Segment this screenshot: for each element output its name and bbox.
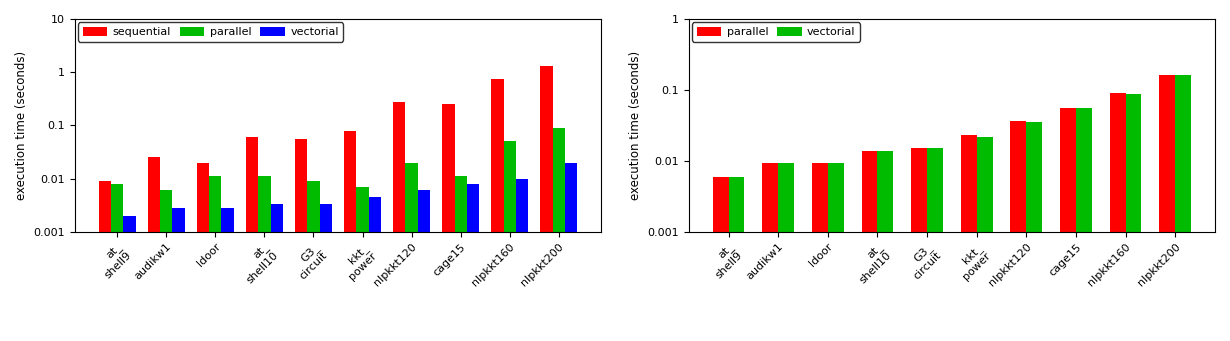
Bar [148,158,160,341]
Bar [1011,121,1026,341]
Bar [812,163,828,341]
Bar [861,150,877,341]
Bar [911,148,927,341]
Bar [540,66,552,341]
Bar [565,163,577,341]
Bar [111,184,123,341]
Y-axis label: execution time (seconds): execution time (seconds) [629,51,642,200]
Bar [552,128,565,341]
Bar [357,187,369,341]
Bar [344,131,357,341]
Bar [1160,75,1175,341]
Bar [271,204,283,341]
Bar [1109,93,1125,341]
Bar [443,104,455,341]
Bar [779,163,795,341]
Bar [246,137,258,341]
Bar [491,79,503,341]
Bar [209,176,221,341]
Bar [828,163,844,341]
Bar [515,179,528,341]
Bar [308,181,320,341]
Bar [258,176,271,341]
Bar [1076,108,1092,341]
Bar [877,150,893,341]
Bar [1026,122,1042,341]
Bar [123,216,135,341]
Bar [98,181,111,341]
Legend: parallel, vectorial: parallel, vectorial [692,22,860,42]
Bar [1175,75,1191,341]
Bar [728,177,744,341]
Bar [1060,108,1076,341]
Bar [503,142,515,341]
Bar [712,177,728,341]
Bar [467,184,478,341]
Bar [418,191,430,341]
Bar [320,204,332,341]
Bar [977,137,993,341]
Bar [1125,94,1141,341]
Bar [221,208,234,341]
Bar [295,139,308,341]
Bar [197,163,209,341]
Bar [160,191,172,341]
Bar [369,197,381,341]
Legend: sequential, parallel, vectorial: sequential, parallel, vectorial [79,22,343,42]
Bar [763,163,779,341]
Y-axis label: execution time (seconds): execution time (seconds) [15,51,28,200]
Bar [455,176,467,341]
Bar [406,163,418,341]
Bar [927,148,943,341]
Bar [172,208,184,341]
Bar [961,135,977,341]
Bar [394,103,406,341]
